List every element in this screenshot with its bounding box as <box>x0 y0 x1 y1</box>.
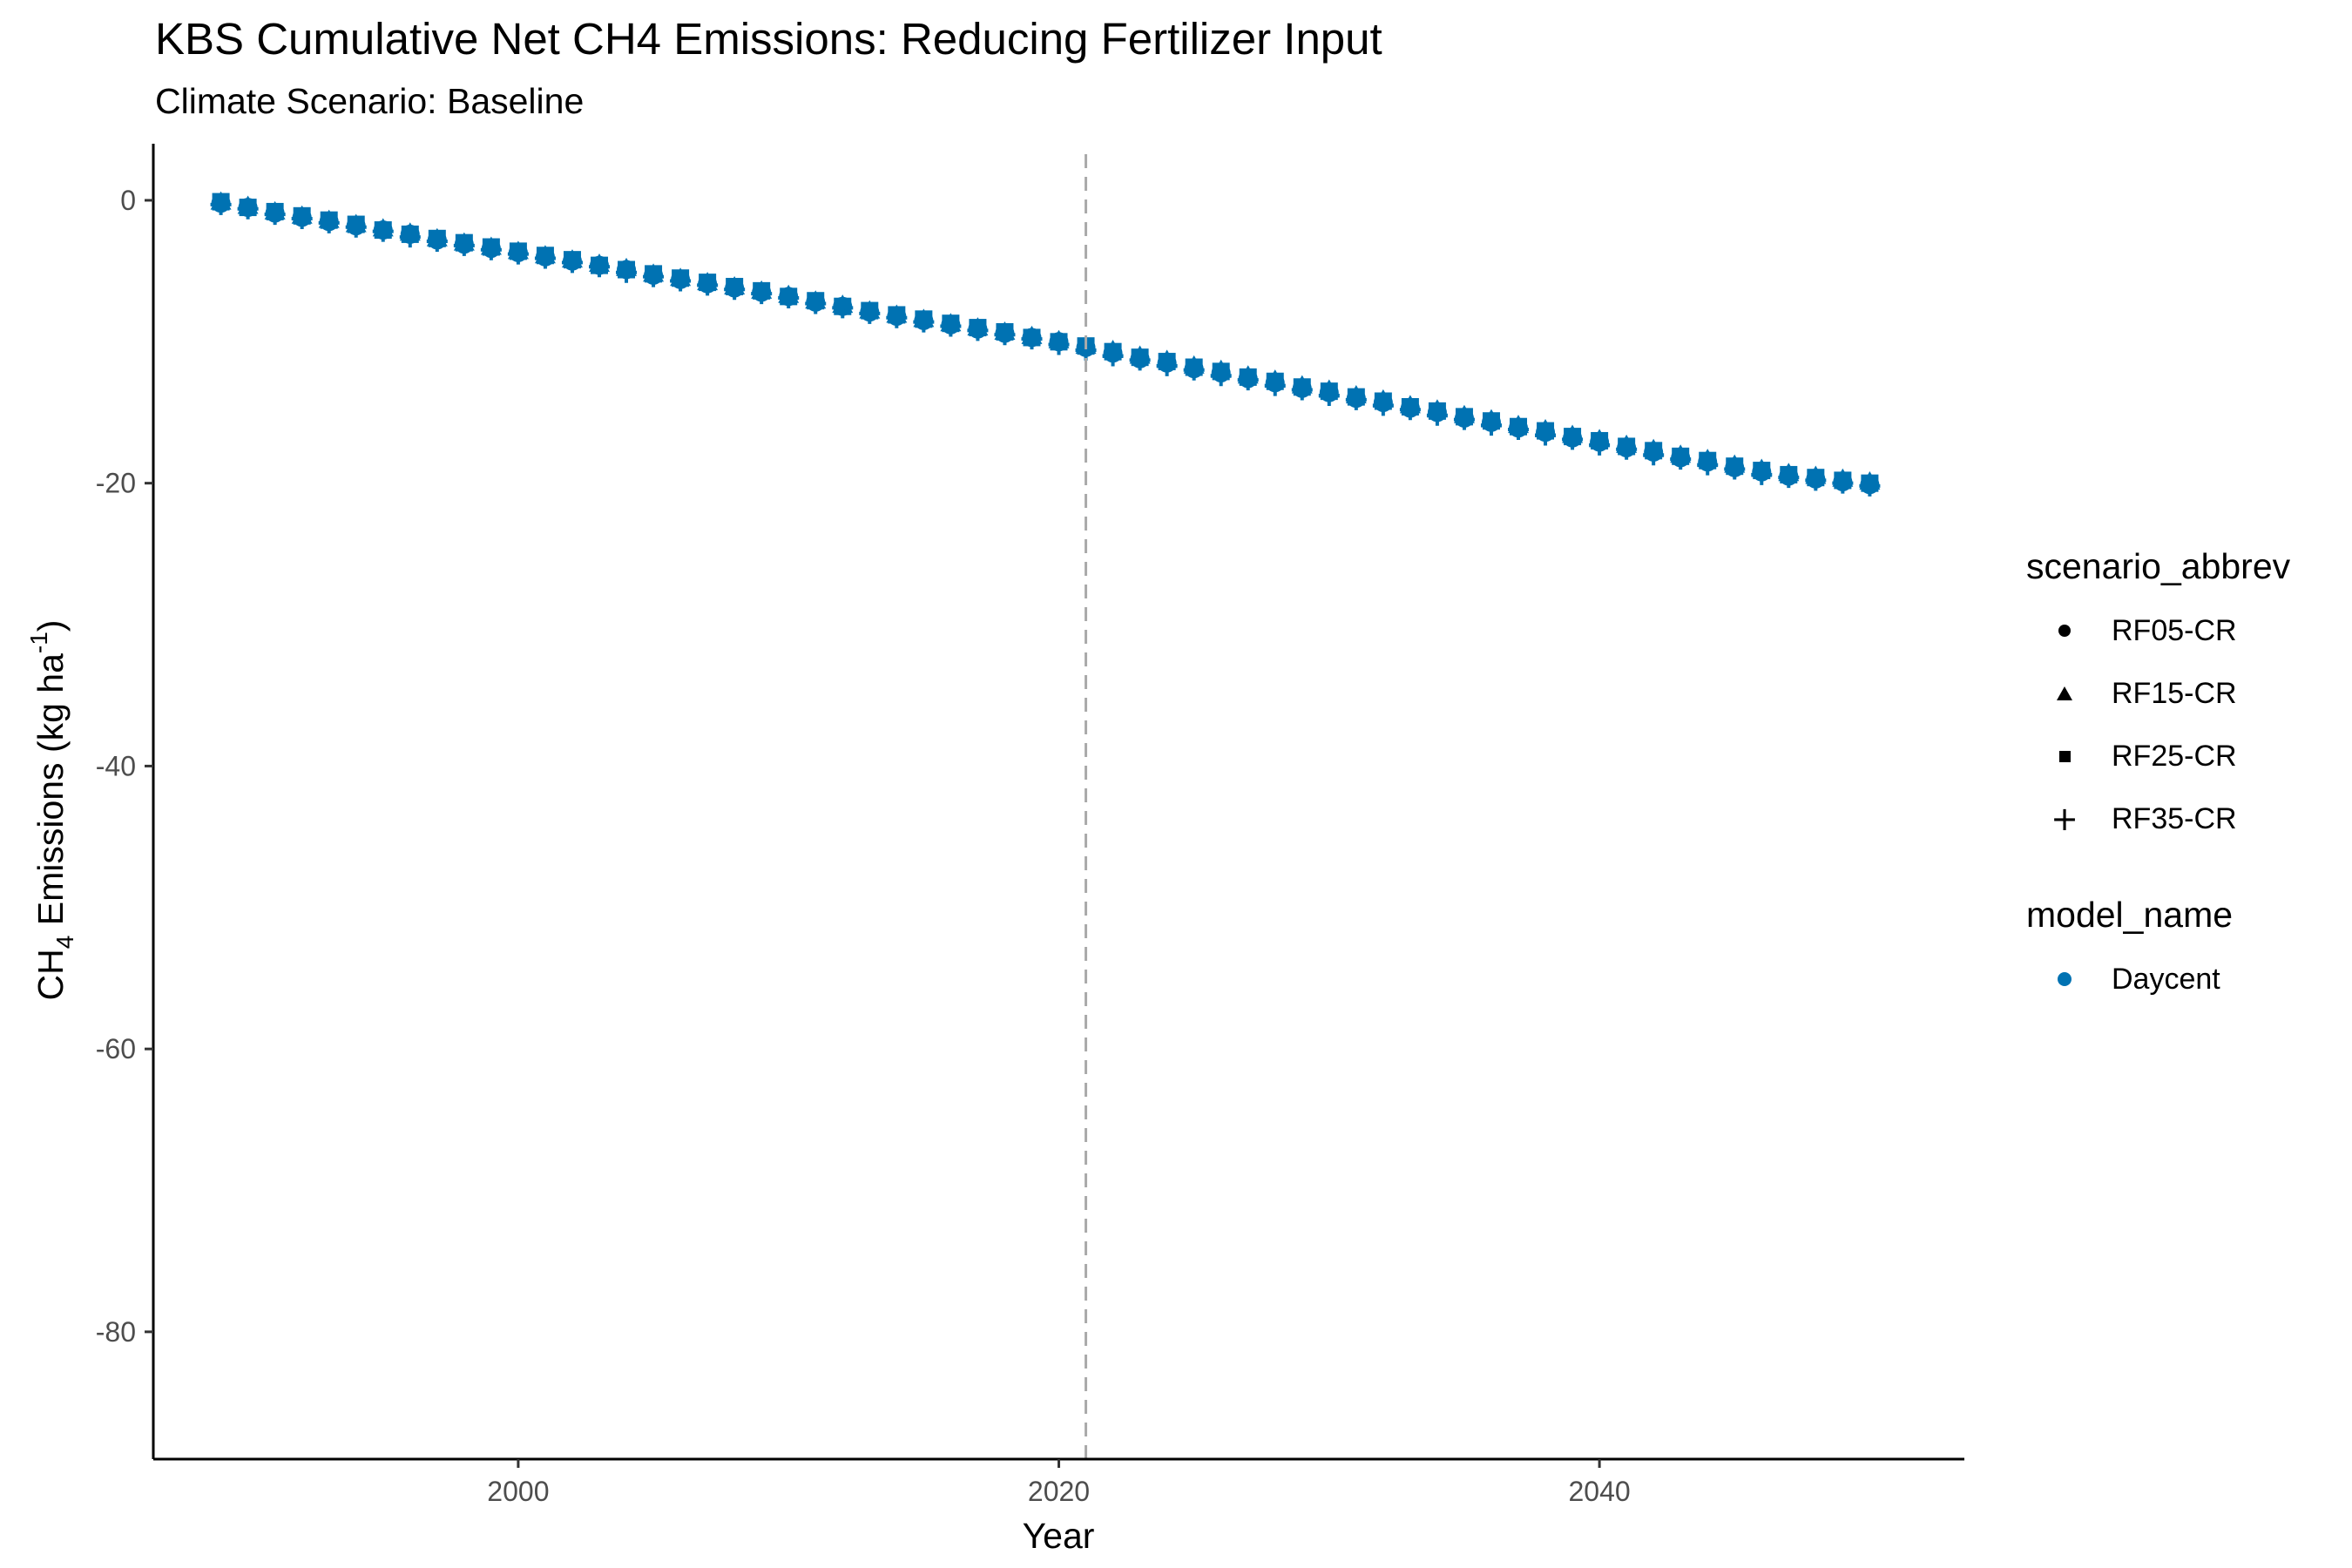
data-point-rf35-cr <box>1183 359 1205 381</box>
legend-label: RF25-CR <box>2112 739 2237 773</box>
data-point-rf35-cr <box>480 239 502 260</box>
dot-icon <box>2044 958 2085 1000</box>
data-point-rf35-cr <box>643 266 665 287</box>
data-point-rf35-cr <box>1237 369 1259 391</box>
data-point-rf35-cr <box>1318 385 1340 407</box>
data-point-rf35-cr <box>1453 409 1475 430</box>
data-point-rf35-cr <box>237 198 259 220</box>
data-point-rf35-cr <box>1372 395 1394 416</box>
data-point-rf35-cr <box>318 212 340 233</box>
x-tick-label: 2020 <box>1028 1476 1090 1507</box>
plus-icon: + <box>2051 800 2078 838</box>
data-point-rf35-cr <box>1535 424 1557 446</box>
data-point-rf35-cr <box>1264 375 1286 396</box>
y-tick-label: -20 <box>96 468 136 499</box>
data-point-rf35-cr <box>1616 438 1638 460</box>
data-point-rf35-cr <box>778 287 800 308</box>
legend-model: model_name Daycent <box>2026 889 2290 1010</box>
data-point-rf35-cr <box>1048 334 1070 355</box>
data-point-rf35-cr <box>1129 349 1151 371</box>
data-point-rf35-cr <box>588 256 610 278</box>
data-points <box>210 191 1881 497</box>
data-point-rf35-cr <box>1643 444 1665 466</box>
data-point-rf35-cr <box>1832 472 1854 494</box>
data-point-rf35-cr <box>1291 379 1313 401</box>
x-tick-label: 2000 <box>487 1476 549 1507</box>
triangle-icon <box>2044 672 2085 714</box>
data-point-rf35-cr <box>1859 475 1881 497</box>
data-point-rf35-cr <box>616 261 638 283</box>
legend-item-rf15: RF15-CR <box>2026 662 2290 725</box>
legend-model-title: model_name <box>2026 895 2234 935</box>
data-point-rf35-cr <box>697 274 719 296</box>
data-point-rf35-cr <box>1697 454 1719 476</box>
data-point-rf35-cr <box>1480 415 1502 436</box>
x-tick-label: 2040 <box>1569 1476 1631 1507</box>
data-point-rf35-cr <box>1156 355 1178 376</box>
square-icon <box>2044 735 2085 777</box>
legend-label: RF05-CR <box>2112 613 2237 647</box>
y-axis-title: CH4 Emissions (kg ha-1) <box>25 620 78 1001</box>
data-point-rf35-cr <box>886 307 908 328</box>
circle-icon <box>2044 610 2085 652</box>
axes: 0 -20 -40 -60 -80 2000 2020 2040 <box>96 144 1964 1507</box>
data-point-rf35-cr <box>1778 467 1800 489</box>
legend-label: RF15-CR <box>2112 676 2237 710</box>
legend-scenario-title: scenario_abbrev <box>2026 546 2291 586</box>
data-point-rf35-cr <box>1345 389 1367 410</box>
data-point-rf35-cr <box>1589 434 1611 456</box>
data-point-rf35-cr <box>670 270 692 292</box>
data-point-rf35-cr <box>913 311 935 333</box>
data-point-rf35-cr <box>1399 399 1421 421</box>
data-point-rf35-cr <box>832 297 854 319</box>
legend-scenario: scenario_abbrev RF05-CR RF15-CR RF25-CR … <box>2026 540 2290 850</box>
y-tick-label: -40 <box>96 750 136 781</box>
data-point-rf35-cr <box>264 204 286 226</box>
y-tick-label: -60 <box>96 1033 136 1064</box>
x-axis-title: Year <box>1023 1516 1095 1556</box>
data-point-rf35-cr <box>507 243 529 265</box>
legend: scenario_abbrev RF05-CR RF15-CR RF25-CR … <box>2026 540 2290 1049</box>
data-point-rf35-cr <box>967 320 989 341</box>
data-point-rf35-cr <box>210 193 232 215</box>
data-point-rf35-cr <box>345 216 367 238</box>
data-point-rf35-cr <box>1210 365 1232 387</box>
legend-label: RF35-CR <box>2112 801 2237 835</box>
chart-title: KBS Cumulative Net CH4 Emissions: Reduci… <box>155 14 1382 64</box>
data-point-rf35-cr <box>426 231 448 253</box>
data-point-rf35-cr <box>1805 470 1827 491</box>
legend-item-rf05: RF05-CR <box>2026 599 2290 662</box>
data-point-rf35-cr <box>940 315 962 337</box>
chart-subtitle: Climate Scenario: Baseline <box>155 81 585 121</box>
data-point-rf35-cr <box>1426 404 1448 426</box>
data-point-rf35-cr <box>1670 449 1692 470</box>
legend-item-daycent: Daycent <box>2026 948 2290 1010</box>
data-point-rf35-cr <box>1021 328 1043 350</box>
data-point-rf35-cr <box>1562 429 1584 450</box>
legend-item-rf25: RF25-CR <box>2026 725 2290 787</box>
data-point-rf35-cr <box>534 247 556 269</box>
data-point-rf35-cr <box>291 208 313 230</box>
data-point-rf35-cr <box>399 226 421 248</box>
legend-label: Daycent <box>2112 962 2220 996</box>
data-point-rf35-cr <box>751 283 773 305</box>
data-point-rf35-cr <box>561 252 583 274</box>
data-point-rf35-cr <box>724 279 746 301</box>
data-point-rf35-cr <box>1508 418 1530 440</box>
data-point-rf35-cr <box>1751 463 1773 485</box>
data-point-rf35-cr <box>1102 345 1124 367</box>
data-point-rf35-cr <box>805 293 827 314</box>
data-point-rf35-cr <box>372 220 394 242</box>
data-point-rf35-cr <box>453 234 475 256</box>
y-tick-label: -80 <box>96 1316 136 1348</box>
legend-item-rf35: + RF35-CR <box>2026 787 2290 850</box>
y-tick-label: 0 <box>120 185 136 216</box>
data-point-rf35-cr <box>859 302 881 324</box>
data-point-rf35-cr <box>994 324 1016 346</box>
data-point-rf35-cr <box>1724 458 1746 480</box>
